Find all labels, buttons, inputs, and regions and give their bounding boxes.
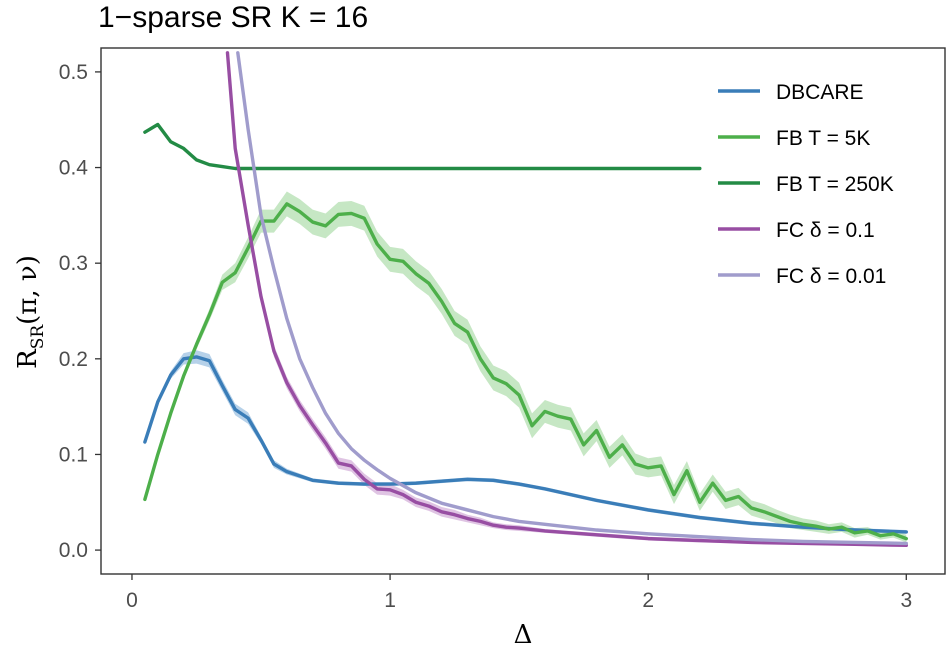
- series-3-line: [225, 51, 908, 548]
- y-tick-label: 0.1: [59, 443, 88, 466]
- legend-label-2: FB T = 250K: [776, 173, 894, 196]
- y-tick-label: 0.4: [59, 157, 89, 180]
- legend-label-0: DBCARE: [776, 81, 864, 104]
- legend-label-4: FC δ = 0.01: [776, 265, 886, 288]
- x-tick-label: 3: [900, 589, 912, 612]
- series-3-confidence-band: [227, 49, 907, 547]
- y-tick-label: 0.0: [59, 539, 88, 562]
- series-4-line: [236, 51, 908, 546]
- series-lines: [143, 51, 908, 548]
- series-2-line: [143, 122, 702, 171]
- series-1-line: [143, 202, 908, 541]
- series-0-line: [143, 355, 908, 534]
- y-axis-label: RSR(π, ν): [13, 255, 48, 369]
- confidence-bands: [144, 49, 907, 547]
- x-tick-label: 0: [126, 589, 138, 612]
- legend: DBCARE FB T = 5K FB T = 250K FC δ = 0.1 FC δ…: [718, 81, 894, 288]
- axis-ticks: 0.0 0.1 0.2 0.3 0.4 0.5 0 1 2 3: [59, 61, 912, 612]
- y-tick-label: 0.2: [59, 348, 88, 371]
- series-4-confidence-band: [237, 50, 907, 545]
- chart-title: 1−sparse SR K = 16: [98, 1, 368, 34]
- x-axis-label: Δ: [514, 620, 533, 650]
- plot-panel-border: [100, 47, 946, 575]
- x-tick-label: 2: [642, 589, 654, 612]
- y-tick-label: 0.5: [59, 61, 88, 84]
- series-0-confidence-band: [144, 350, 907, 534]
- y-tick-label: 0.3: [59, 252, 88, 275]
- x-tick-label: 1: [384, 589, 396, 612]
- legend-label-1: FB T = 5K: [776, 127, 870, 150]
- series-1-confidence-band: [144, 191, 907, 543]
- legend-label-3: FC δ = 0.1: [776, 219, 875, 242]
